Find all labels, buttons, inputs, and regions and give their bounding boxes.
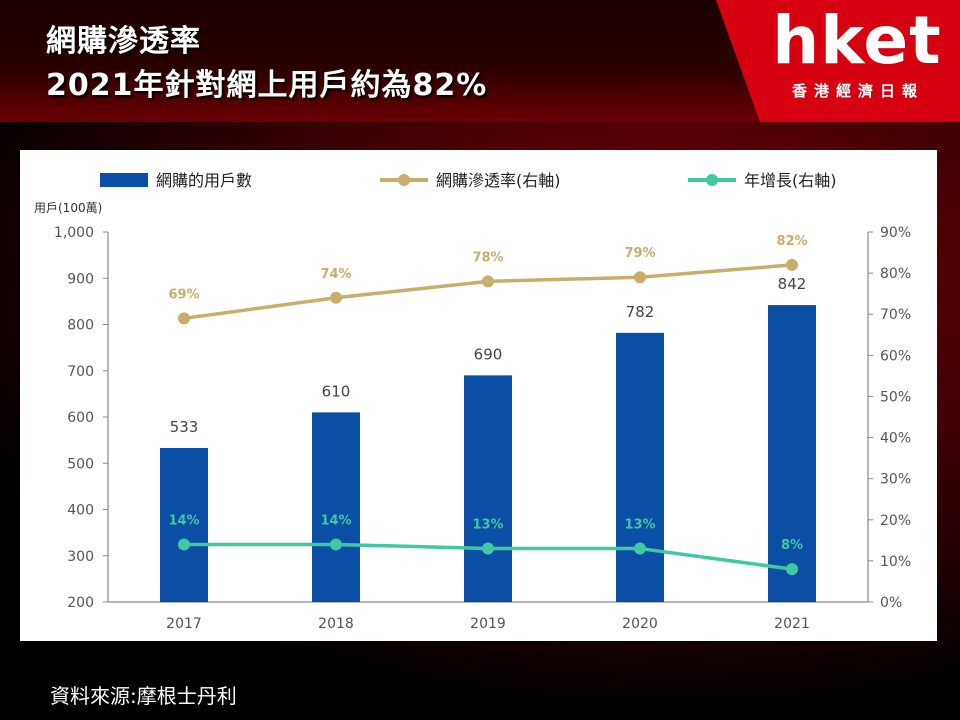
right-tick-label: 20% [880, 513, 911, 529]
bar-user-count [616, 332, 664, 602]
annual-growth-label: 14% [320, 513, 351, 528]
bar-user-count [768, 305, 816, 602]
bar-user-count [160, 447, 208, 602]
bar-value-label: 610 [322, 382, 351, 400]
left-tick-label: 500 [67, 456, 94, 472]
penetration-rate-label: 82% [776, 234, 807, 249]
bar-value-label: 533 [170, 418, 199, 436]
penetration-rate-point [634, 271, 646, 284]
annual-growth-label: 8% [781, 538, 803, 553]
legend-label: 網購的用戶數 [156, 171, 252, 190]
x-tick-label: 2021 [774, 616, 810, 632]
annual-growth-label: 13% [472, 518, 503, 533]
legend-label: 年增長(右軸) [744, 171, 837, 190]
penetration-rate-point [178, 312, 190, 325]
annual-growth-label: 14% [168, 513, 199, 528]
source-note: 資料來源:摩根士丹利 [50, 684, 237, 708]
left-tick-label: 800 [67, 318, 94, 334]
penetration-rate-label: 79% [624, 246, 655, 261]
right-tick-label: 80% [880, 266, 911, 282]
right-tick-label: 90% [880, 225, 911, 241]
legend-swatch-marker [706, 174, 718, 186]
annual-growth-label: 13% [624, 518, 655, 533]
logo-background [716, 0, 960, 122]
left-tick-label: 900 [67, 271, 94, 287]
penetration-rate-label: 69% [168, 287, 199, 302]
bar-value-label: 782 [626, 303, 655, 321]
right-tick-label: 10% [880, 554, 911, 570]
right-tick-label: 40% [880, 431, 911, 447]
left-tick-label: 300 [67, 549, 94, 565]
left-axis-unit-label: 用戶(100萬) [34, 201, 102, 215]
page-title: 網購滲透率 [46, 24, 201, 59]
penetration-rate-point [330, 291, 342, 304]
right-tick-label: 60% [880, 348, 911, 364]
penetration-rate-point [786, 258, 798, 271]
right-tick-label: 0% [880, 595, 902, 611]
bar-user-count [312, 412, 360, 602]
annual-growth-point [330, 538, 342, 551]
logo-tagline: 香港經濟日報 [791, 82, 924, 100]
penetration-rate-label: 74% [320, 267, 351, 282]
right-tick-label: 30% [880, 472, 911, 488]
penetration-rate-label: 78% [472, 250, 503, 265]
left-tick-label: 600 [67, 410, 94, 426]
x-tick-label: 2019 [470, 616, 506, 632]
x-tick-label: 2018 [318, 616, 354, 632]
left-tick-label: 200 [67, 595, 94, 611]
penetration-rate-line [183, 263, 793, 321]
x-tick-label: 2017 [166, 616, 202, 632]
bar-value-label: 690 [474, 345, 503, 363]
hket-logo: hket [772, 2, 942, 79]
annual-growth-point [482, 542, 494, 555]
annual-growth-point [786, 563, 798, 576]
left-tick-label: 400 [67, 503, 94, 519]
right-tick-label: 50% [880, 389, 911, 405]
left-tick-label: 700 [67, 364, 94, 380]
penetration-rate-point [482, 275, 494, 288]
legend-swatch-marker [398, 174, 410, 186]
bar-user-count [464, 375, 512, 602]
page-subtitle: 2021年針對網上用戶約為82% [46, 68, 488, 103]
chart-card: 1,000 900 800 700 600 500 400 300 200 90% 80% 70% 60… [20, 150, 937, 641]
right-tick-label: 70% [880, 307, 911, 323]
annual-growth-point [634, 542, 646, 555]
legend-label: 網購滲透率(右軸) [436, 171, 561, 190]
bar-value-label: 842 [778, 275, 807, 293]
x-tick-label: 2020 [622, 616, 658, 632]
combo-chart: 1,000 900 800 700 600 500 400 300 200 90% 80% 70% 60… [34, 171, 911, 632]
legend-swatch-bar [100, 173, 148, 187]
annual-growth-point [178, 538, 190, 551]
left-tick-label: 1,000 [54, 225, 94, 241]
